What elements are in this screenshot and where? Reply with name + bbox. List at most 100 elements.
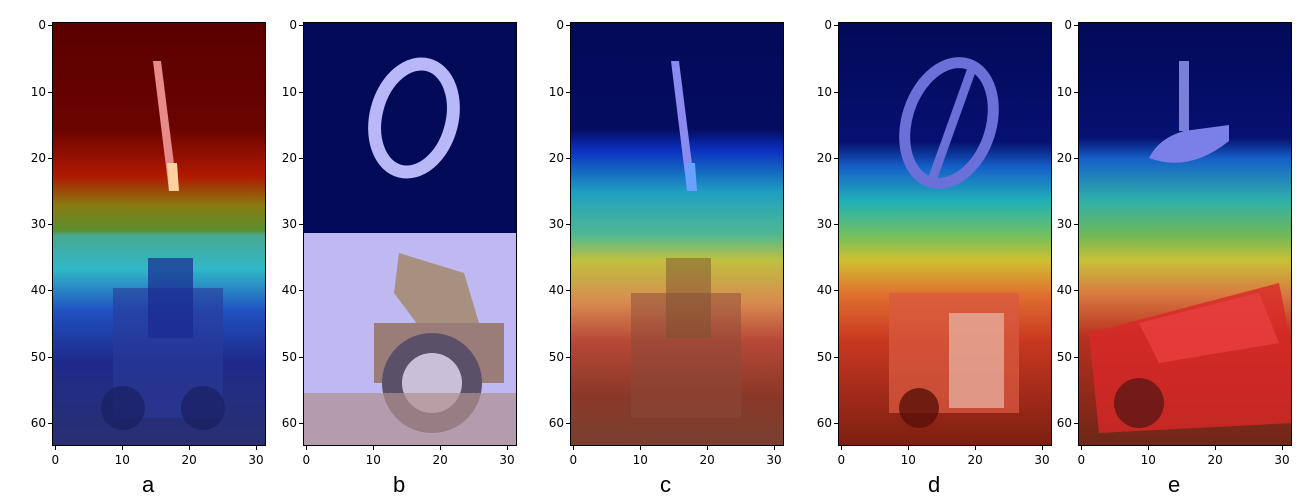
y-tick-mark (566, 157, 570, 159)
x-tick-mark (306, 446, 308, 450)
y-tick-mark (834, 422, 838, 424)
x-tick-mark (1281, 446, 1283, 450)
y-tick-mark (48, 25, 52, 27)
x-tick-label: 20 (967, 453, 983, 467)
x-tick-mark (1215, 446, 1217, 450)
panel-label: e (1168, 472, 1181, 497)
panel-label: c (660, 472, 671, 497)
x-tick-mark (506, 446, 508, 450)
y-tick-label: 40 (548, 283, 564, 298)
y-tick-mark (1074, 157, 1078, 159)
y-tick-mark (299, 25, 303, 27)
x-tick-mark (1041, 446, 1043, 450)
y-tick-mark (299, 290, 303, 292)
y-tick-mark (1074, 422, 1078, 424)
x-tick-label: 10 (365, 453, 381, 467)
x-tick-label: 0 (51, 453, 60, 467)
y-tick-label: 30 (30, 217, 46, 232)
y-tick-mark (834, 290, 838, 292)
y-tick-label: 0 (38, 18, 46, 33)
x-tick-label: 10 (114, 453, 130, 467)
y-tick-mark (834, 91, 838, 93)
panel-d: 0 10 20 30 40 50 60 0 10 20 30 d (806, 0, 1066, 498)
x-tick-label: 0 (837, 453, 846, 467)
y-tick-mark (1074, 356, 1078, 358)
y-tick-mark (48, 224, 52, 226)
y-tick-label: 10 (1056, 84, 1072, 99)
panel-label: a (142, 472, 155, 497)
y-tick-mark (834, 224, 838, 226)
panel-b: 0 10 20 30 40 50 60 0 10 20 30 b (271, 0, 531, 498)
y-tick-label: 50 (816, 349, 832, 364)
y-tick-mark (299, 91, 303, 93)
panel-e: 0 10 20 30 40 50 60 0 10 20 30 e (1046, 0, 1306, 498)
y-tick-mark (299, 356, 303, 358)
y-tick-mark (566, 25, 570, 27)
panel-c: 0 10 20 30 40 50 60 0 10 20 30 c (538, 0, 798, 498)
y-tick-mark (299, 224, 303, 226)
y-tick-mark (834, 25, 838, 27)
x-tick-label: 0 (569, 453, 578, 467)
y-tick-mark (566, 224, 570, 226)
y-tick-mark (566, 356, 570, 358)
y-tick-label: 30 (1056, 217, 1072, 232)
y-tick-mark (566, 422, 570, 424)
x-tick-mark (707, 446, 709, 450)
y-tick-label: 0 (824, 18, 832, 33)
y-tick-mark (48, 422, 52, 424)
y-tick-mark (834, 356, 838, 358)
y-tick-label: 20 (30, 150, 46, 165)
y-tick-label: 40 (1056, 283, 1072, 298)
y-tick-label: 60 (281, 415, 297, 430)
image-panel-c (570, 22, 784, 446)
y-tick-label: 30 (816, 217, 832, 232)
image-panel-b (303, 22, 517, 446)
image-panel-d (838, 22, 1052, 446)
image-panel-e (1078, 22, 1292, 446)
y-tick-mark (1074, 25, 1078, 27)
y-tick-label: 0 (556, 18, 564, 33)
y-tick-label: 10 (548, 84, 564, 99)
panel-label: b (393, 472, 406, 497)
x-tick-label: 30 (248, 453, 264, 467)
y-tick-label: 50 (30, 349, 46, 364)
x-tick-label: 20 (1207, 453, 1223, 467)
x-tick-label: 20 (699, 453, 715, 467)
y-tick-mark (299, 157, 303, 159)
x-tick-label: 20 (181, 453, 197, 467)
y-tick-mark (48, 356, 52, 358)
y-tick-label: 60 (1056, 415, 1072, 430)
x-tick-label: 10 (1140, 453, 1156, 467)
x-tick-mark (640, 446, 642, 450)
y-tick-mark (1074, 224, 1078, 226)
y-tick-mark (834, 157, 838, 159)
y-tick-label: 60 (816, 415, 832, 430)
panel-label: d (928, 472, 941, 497)
x-tick-label: 10 (632, 453, 648, 467)
y-tick-label: 30 (281, 217, 297, 232)
y-tick-label: 20 (816, 150, 832, 165)
x-tick-label: 30 (1034, 453, 1050, 467)
x-tick-mark (908, 446, 910, 450)
x-tick-mark (55, 446, 57, 450)
x-tick-label: 30 (1274, 453, 1290, 467)
x-tick-mark (1081, 446, 1083, 450)
x-tick-mark (189, 446, 191, 450)
x-tick-mark (122, 446, 124, 450)
x-tick-mark (573, 446, 575, 450)
x-tick-mark (841, 446, 843, 450)
x-tick-label: 30 (766, 453, 782, 467)
y-tick-label: 40 (816, 283, 832, 298)
y-tick-label: 20 (1056, 150, 1072, 165)
x-tick-label: 0 (302, 453, 311, 467)
x-tick-mark (373, 446, 375, 450)
y-tick-label: 0 (289, 18, 297, 33)
image-panel-a (52, 22, 266, 446)
y-tick-mark (48, 290, 52, 292)
y-tick-label: 60 (548, 415, 564, 430)
y-tick-mark (48, 157, 52, 159)
y-tick-mark (299, 422, 303, 424)
y-tick-label: 30 (548, 217, 564, 232)
y-tick-mark (1074, 290, 1078, 292)
x-tick-mark (255, 446, 257, 450)
